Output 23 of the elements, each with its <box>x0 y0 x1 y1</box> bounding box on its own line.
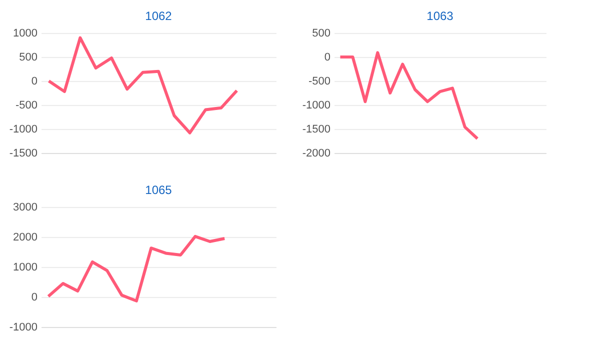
y-tick-label: 2000 <box>13 232 38 244</box>
y-tick-label: -500 <box>308 76 330 88</box>
y-tick-label: 0 <box>31 292 38 304</box>
y-tick-label: -1500 <box>302 124 330 136</box>
y-tick-label: -500 <box>15 100 38 112</box>
y-tick-label: -1000 <box>302 100 330 112</box>
chart-title: 1063 <box>426 9 454 23</box>
line-series <box>338 51 479 140</box>
y-tick-label: 1000 <box>13 28 38 40</box>
y-tick-label: -1000 <box>9 124 38 136</box>
y-tick-label: -2000 <box>302 148 330 160</box>
y-tick-label: 1000 <box>13 262 38 274</box>
y-tick-label: 0 <box>324 52 330 64</box>
y-tick-label: -1500 <box>9 148 38 160</box>
y-tick-label: 500 <box>19 52 38 64</box>
chart-title: 1062 <box>145 9 172 23</box>
chart-title: 1065 <box>145 183 172 197</box>
line-series <box>47 36 238 134</box>
y-tick-label: 500 <box>312 28 330 40</box>
y-tick-label: -1000 <box>9 322 38 334</box>
y-tick-label: 3000 <box>13 202 38 214</box>
line-series <box>46 234 226 302</box>
y-tick-label: 0 <box>31 76 38 88</box>
